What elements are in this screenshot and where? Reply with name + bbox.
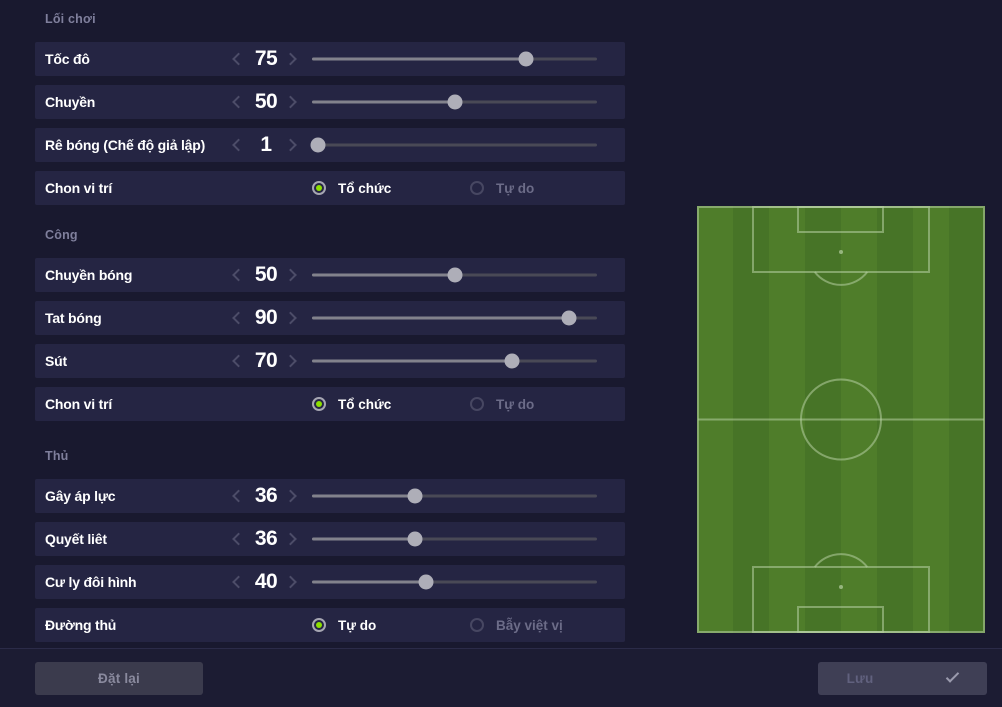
slider-track[interactable]: [312, 537, 597, 541]
radio-circle-icon[interactable]: [312, 618, 326, 632]
setting-slider[interactable]: [312, 344, 597, 378]
slider-thumb[interactable]: [561, 310, 576, 326]
slider-fill: [312, 537, 415, 541]
tactics-panel: Lối chơi Tốc đô 75 Chuyền 50 Rê bóng (Ch…: [35, 0, 625, 651]
setting-label: Tat bóng: [45, 310, 102, 326]
section-title: Công: [45, 228, 78, 242]
setting-label: Gây áp lực: [45, 488, 116, 504]
radio-circle-icon[interactable]: [312, 181, 326, 195]
setting-value: 36: [254, 484, 278, 507]
radio-option-label: Bẫy việt vị: [496, 617, 563, 633]
slider-thumb[interactable]: [418, 574, 434, 590]
setting-value: 75: [254, 47, 278, 70]
radio-option-label: Tự do: [338, 617, 377, 633]
radio-circle-icon[interactable]: [470, 618, 484, 632]
radio-option[interactable]: Tự do: [470, 387, 534, 421]
setting-slider[interactable]: [312, 258, 597, 292]
slider-setting-row: Quyết liêt 36: [35, 522, 625, 556]
radio-option-label: Tự do: [496, 180, 535, 196]
section-title: Lối chơi: [45, 12, 96, 26]
setting-value: 40: [254, 570, 278, 593]
slider-track[interactable]: [312, 57, 597, 61]
slider-thumb[interactable]: [504, 353, 519, 369]
save-button[interactable]: Lưu: [818, 662, 987, 695]
slider-setting-row: Chuyền 50: [35, 85, 625, 119]
slider-thumb[interactable]: [518, 51, 534, 67]
slider-track[interactable]: [312, 143, 597, 147]
slider-fill: [312, 57, 526, 61]
setting-value: 50: [254, 263, 278, 286]
slider-thumb[interactable]: [447, 267, 462, 283]
radio-option[interactable]: Tổ chức: [312, 171, 391, 205]
slider-track[interactable]: [312, 494, 597, 498]
setting-value: 36: [254, 527, 278, 550]
setting-label: Tốc đô: [45, 51, 90, 67]
setting-slider[interactable]: [312, 85, 597, 119]
setting-value: 1: [260, 133, 272, 156]
radio-option-label: Tổ chức: [338, 396, 392, 412]
radio-setting-row: Chon vi trí Tổ chức Tự do: [35, 387, 625, 421]
setting-label: Đường thủ: [45, 617, 117, 633]
checkmark-icon: [945, 669, 960, 683]
settings-section: Thủ Gây áp lực 36 Quyết liêt 36 Cư ly đô…: [35, 430, 625, 642]
setting-slider[interactable]: [312, 42, 597, 76]
slider-fill: [312, 359, 512, 363]
radio-option[interactable]: Tự do: [312, 608, 376, 642]
setting-label: Sút: [45, 353, 67, 369]
setting-slider[interactable]: [312, 565, 597, 599]
setting-label: Chon vi trí: [45, 180, 113, 196]
slider-setting-row: Cư ly đôi hình 40: [35, 565, 625, 599]
footer-bar: Đặt lại Lưu: [0, 648, 1002, 707]
slider-fill: [312, 100, 455, 104]
setting-label: Rê bóng (Chế độ giả lập): [45, 137, 206, 153]
setting-slider[interactable]: [312, 301, 597, 335]
setting-value: 50: [254, 90, 278, 113]
setting-label: Chuyền bóng: [45, 267, 133, 283]
pitch-lines: [697, 206, 985, 633]
penalty-spots: [839, 250, 843, 589]
radio-option[interactable]: Bẫy việt vị: [470, 608, 563, 642]
radio-option[interactable]: Tổ chức: [312, 387, 391, 421]
slider-setting-row: Gây áp lực 36: [35, 479, 625, 513]
slider-thumb[interactable]: [447, 94, 462, 110]
slider-track[interactable]: [312, 580, 597, 584]
slider-fill: [312, 494, 415, 498]
save-button-label: Lưu: [846, 671, 874, 686]
slider-thumb[interactable]: [310, 137, 326, 153]
slider-setting-row: Sút 70: [35, 344, 625, 378]
radio-circle-icon[interactable]: [470, 397, 484, 411]
pitch-graphic: [697, 206, 985, 633]
slider-setting-row: Tốc đô 75: [35, 42, 625, 76]
setting-slider[interactable]: [312, 479, 597, 513]
slider-track[interactable]: [312, 359, 597, 363]
setting-value: 70: [254, 349, 278, 372]
setting-label: Quyết liêt: [45, 531, 107, 547]
setting-value: 90: [254, 306, 278, 329]
slider-fill: [312, 580, 426, 584]
radio-setting-row: Đường thủ Tự do Bẫy việt vị: [35, 608, 625, 642]
setting-slider[interactable]: [312, 522, 597, 556]
settings-section: Lối chơi Tốc đô 75 Chuyền 50 Rê bóng (Ch…: [35, 0, 625, 205]
slider-thumb[interactable]: [407, 531, 423, 547]
slider-fill: [312, 273, 455, 277]
slider-thumb[interactable]: [407, 488, 423, 504]
setting-label: Chuyền: [45, 94, 96, 110]
section-title: Thủ: [45, 449, 69, 463]
setting-label: Chon vi trí: [45, 396, 113, 412]
radio-option-label: Tự do: [496, 396, 535, 412]
radio-circle-icon[interactable]: [312, 397, 326, 411]
setting-label: Cư ly đôi hình: [45, 574, 137, 590]
slider-track[interactable]: [312, 316, 597, 320]
radio-circle-icon[interactable]: [470, 181, 484, 195]
slider-setting-row: Tat bóng 90: [35, 301, 625, 335]
slider-setting-row: Rê bóng (Chế độ giả lập) 1: [35, 128, 625, 162]
setting-slider[interactable]: [310, 128, 597, 162]
radio-setting-row: Chon vi trí Tổ chức Tự do: [35, 171, 625, 205]
radio-option-label: Tổ chức: [338, 180, 392, 196]
radio-option[interactable]: Tự do: [470, 171, 534, 205]
settings-section: Công Chuyền bóng 50 Tat bóng 90 Sút 70 C…: [35, 214, 625, 421]
reset-button[interactable]: Đặt lại: [35, 662, 203, 695]
slider-fill: [312, 316, 569, 320]
slider-setting-row: Chuyền bóng 50: [35, 258, 625, 292]
